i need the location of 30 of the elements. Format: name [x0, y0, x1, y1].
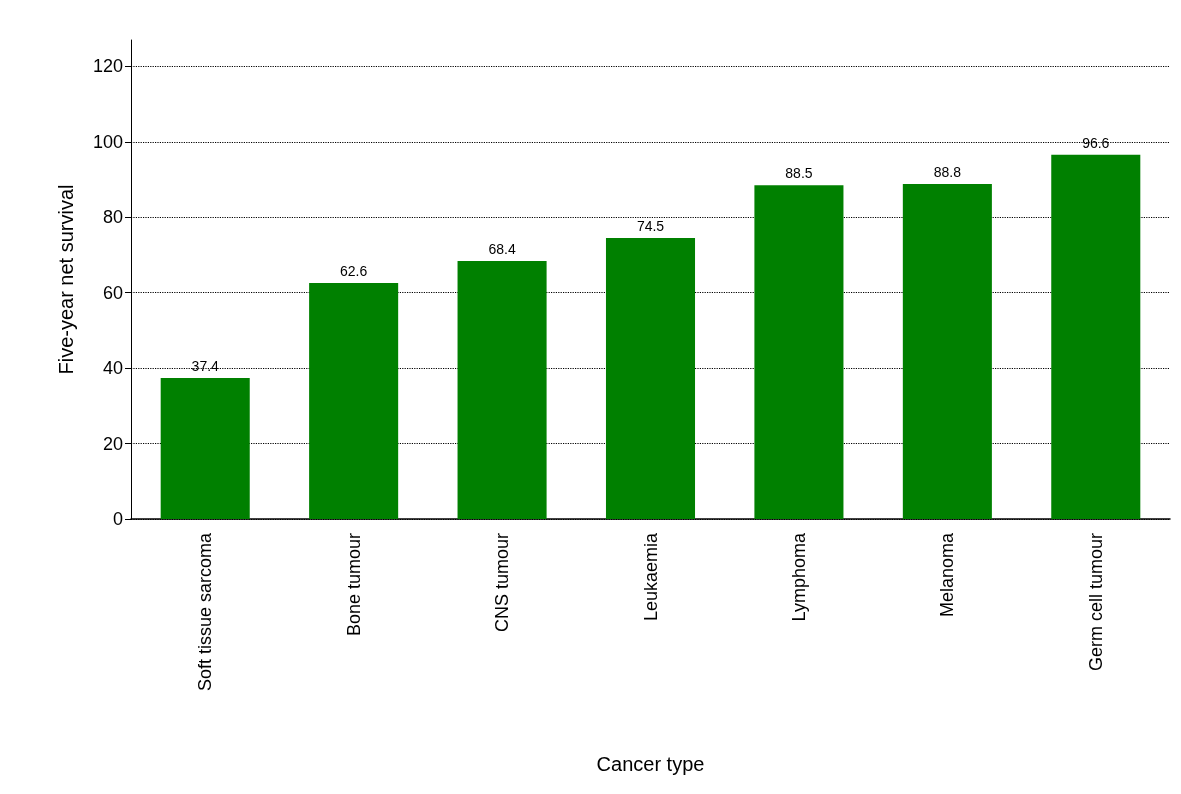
x-axis-title: Cancer type: [596, 753, 705, 775]
data-label: 68.4: [488, 241, 516, 258]
x-tick-label: Leukaemia: [640, 532, 661, 622]
bar: [902, 184, 992, 519]
x-tick-label: Soft tissue sarcoma: [195, 532, 216, 692]
y-tick-label: 120: [92, 56, 123, 77]
x-tick-label: Lymphoma: [788, 532, 809, 622]
bar: [457, 261, 547, 519]
x-tick-label: Bone tumour: [343, 533, 364, 637]
data-label: 37.4: [191, 357, 220, 374]
bar: [754, 185, 844, 519]
y-tick-label: 60: [102, 282, 123, 303]
data-label: 74.5: [636, 218, 665, 235]
y-tick-label: 100: [92, 131, 123, 152]
data-label: 62.6: [340, 262, 368, 279]
y-tick-label: 20: [102, 433, 123, 454]
bar: [605, 238, 696, 519]
bar: [309, 282, 399, 519]
y-tick-label: 40: [102, 358, 123, 379]
bar: [1051, 154, 1141, 519]
y-tick-label: 0: [112, 509, 123, 529]
data-label: 96.6: [1082, 134, 1110, 151]
data-label: 88.8: [933, 164, 962, 181]
data-label: 88.5: [785, 165, 813, 182]
x-tick-label: Melanoma: [937, 532, 958, 618]
y-tick-label: 80: [102, 207, 123, 228]
bar: [160, 377, 250, 519]
x-tick-label: Germ cell tumour: [1085, 533, 1106, 672]
y-axis-title: Five-year net survival: [55, 184, 77, 375]
x-tick-label: CNS tumour: [492, 533, 513, 633]
